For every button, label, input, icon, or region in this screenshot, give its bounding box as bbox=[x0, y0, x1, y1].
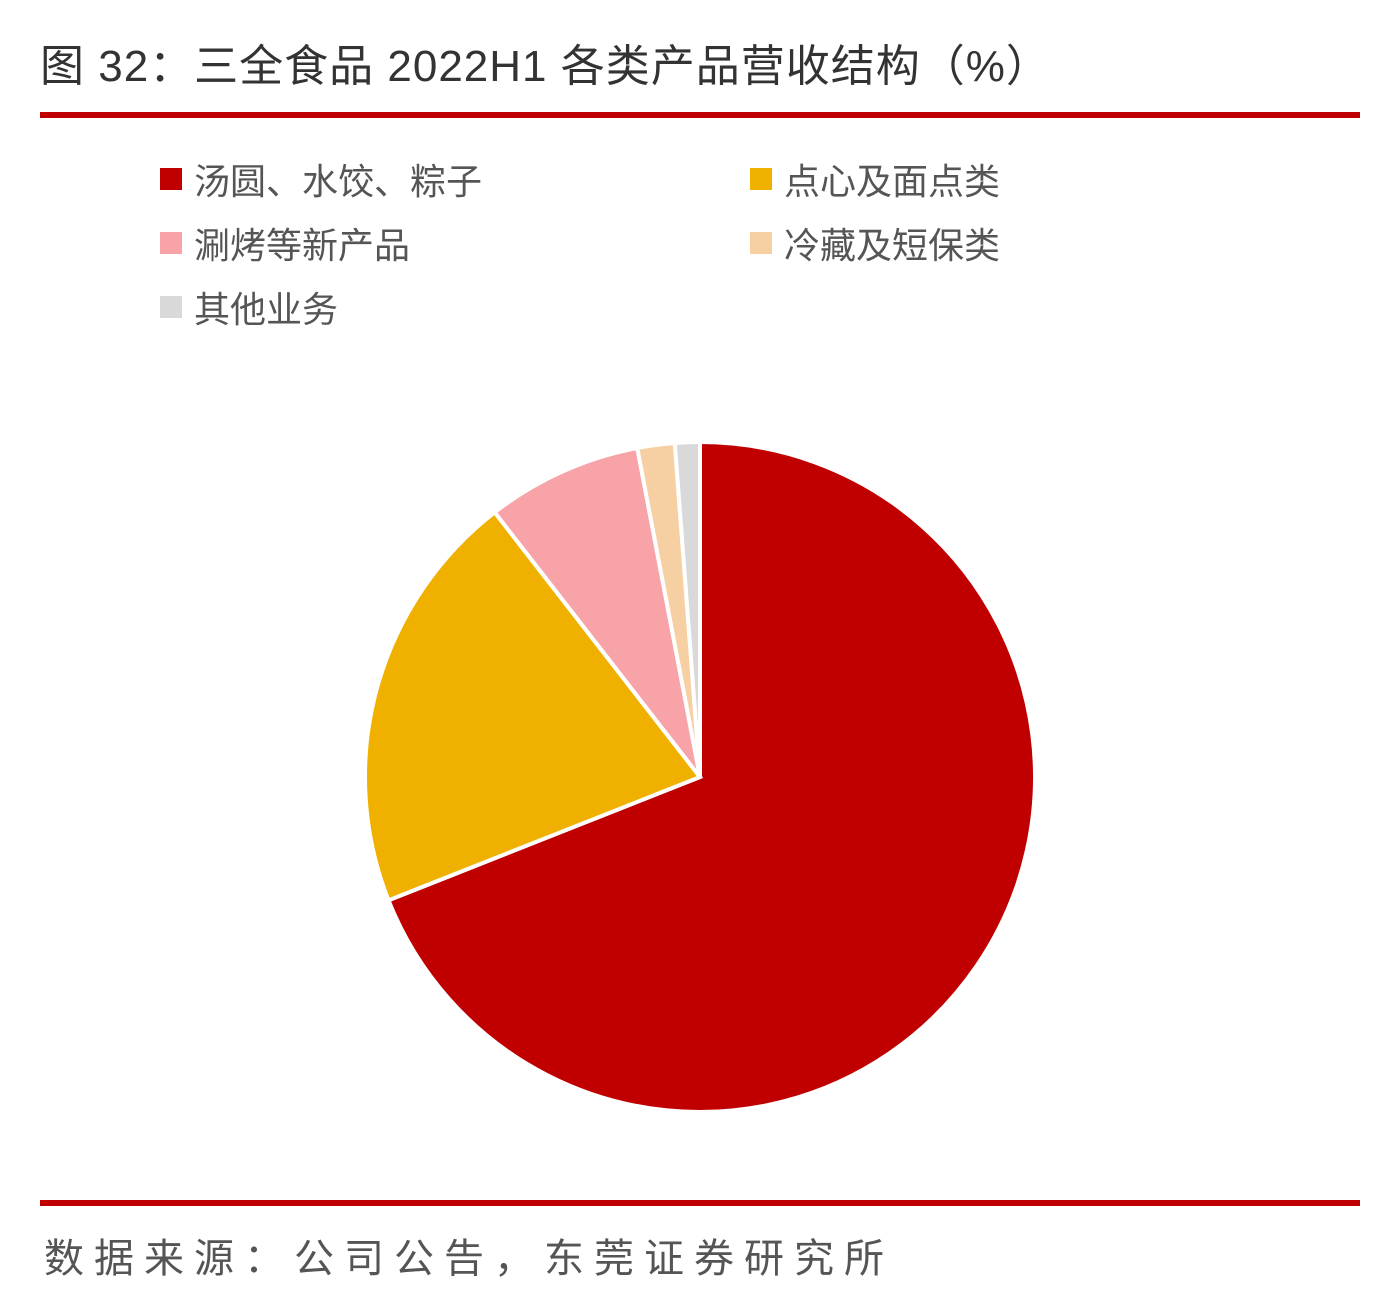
legend-label: 涮烤等新产品 bbox=[194, 217, 410, 269]
bottom-rule bbox=[40, 1200, 1360, 1206]
legend-item: 汤圆、水饺、粽子 bbox=[160, 153, 720, 205]
legend-swatch bbox=[160, 296, 182, 318]
figure-container: 图 32：三全食品 2022H1 各类产品营收结构（%） 汤圆、水饺、粽子 点心及… bbox=[0, 0, 1400, 1304]
legend-swatch bbox=[750, 168, 772, 190]
legend-swatch bbox=[750, 232, 772, 254]
legend-label: 汤圆、水饺、粽子 bbox=[194, 153, 482, 205]
legend-label: 冷藏及短保类 bbox=[784, 217, 1000, 269]
pie-chart-area bbox=[40, 353, 1360, 1200]
legend-label: 点心及面点类 bbox=[784, 153, 1000, 205]
legend-label: 其他业务 bbox=[194, 281, 338, 333]
legend-item: 涮烤等新产品 bbox=[160, 217, 720, 269]
source-label: 数据来源：公司公告，东莞证券研究所 bbox=[40, 1226, 1360, 1284]
legend-swatch bbox=[160, 232, 182, 254]
pie-chart bbox=[300, 377, 1100, 1177]
title-bar: 图 32：三全食品 2022H1 各类产品营收结构（%） bbox=[40, 30, 1360, 118]
legend-item: 冷藏及短保类 bbox=[750, 217, 1360, 269]
legend-item: 其他业务 bbox=[160, 281, 720, 333]
legend-swatch bbox=[160, 168, 182, 190]
chart-title: 图 32：三全食品 2022H1 各类产品营收结构（%） bbox=[40, 30, 1360, 94]
legend: 汤圆、水饺、粽子 点心及面点类涮烤等新产品 冷藏及短保类其他业务 bbox=[160, 153, 1360, 333]
legend-item: 点心及面点类 bbox=[750, 153, 1360, 205]
